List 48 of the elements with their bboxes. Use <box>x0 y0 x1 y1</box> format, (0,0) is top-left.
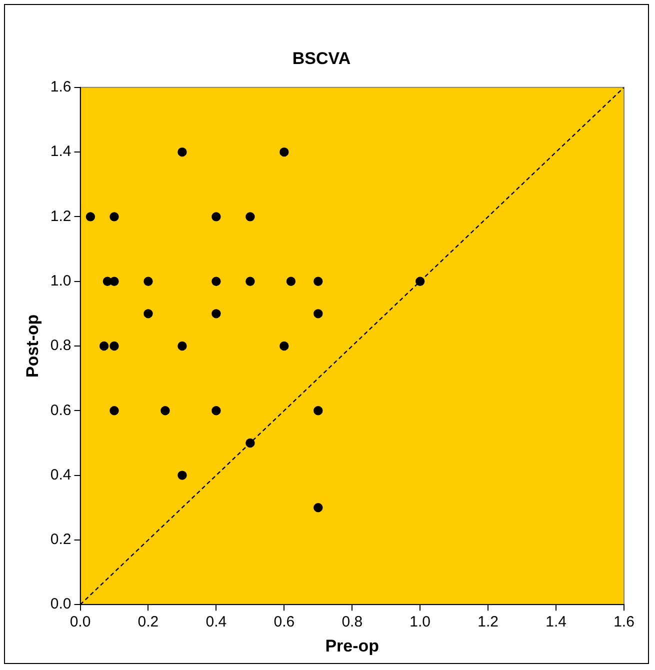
point <box>280 147 289 157</box>
x-axis-title: Pre-op <box>325 636 380 656</box>
y-tick-label: 0.6 <box>50 402 72 419</box>
point <box>110 276 119 286</box>
point <box>99 341 109 351</box>
point <box>314 276 323 286</box>
x-tick-label: 1.4 <box>546 614 566 631</box>
y-tick-label: 0.8 <box>50 337 72 354</box>
point <box>178 470 187 480</box>
point <box>212 406 221 416</box>
y-tick-label: 0.4 <box>50 466 72 484</box>
point <box>212 212 221 222</box>
point <box>415 276 425 286</box>
point <box>212 309 221 318</box>
y-tick-label: 1.6 <box>50 78 72 96</box>
x-tick-label: 1.6 <box>614 614 634 631</box>
point <box>144 309 153 318</box>
y-tick-label: 0.2 <box>50 531 72 548</box>
y-tick-label: 1.2 <box>50 208 72 225</box>
x-tick-label: 1.2 <box>478 614 498 631</box>
point <box>246 438 255 448</box>
y-tick-label: 1.0 <box>50 272 72 290</box>
point <box>110 341 119 351</box>
point <box>246 212 255 222</box>
point <box>86 212 96 222</box>
chart-title: BSCVA <box>292 48 351 68</box>
point <box>286 276 296 286</box>
x-tick-label: 0.6 <box>274 614 295 631</box>
y-axis-title: Post-op <box>22 314 42 378</box>
point <box>314 503 323 512</box>
point <box>280 341 289 351</box>
point <box>212 276 221 286</box>
point <box>178 341 187 351</box>
x-tick-label: 0.8 <box>342 614 363 631</box>
x-tick-label: 0.4 <box>206 614 227 631</box>
x-tick-label: 0.2 <box>138 614 159 631</box>
point <box>246 276 255 286</box>
point <box>144 276 153 286</box>
point <box>178 147 187 157</box>
y-tick-label: 0.0 <box>50 596 72 613</box>
point <box>160 406 170 416</box>
point <box>314 406 323 416</box>
x-tick-label: 1.0 <box>410 614 431 631</box>
y-tick-label: 1.4 <box>50 143 72 160</box>
point <box>110 212 119 222</box>
x-tick-label: 0.0 <box>70 614 91 631</box>
point <box>110 406 119 416</box>
point <box>314 309 323 318</box>
